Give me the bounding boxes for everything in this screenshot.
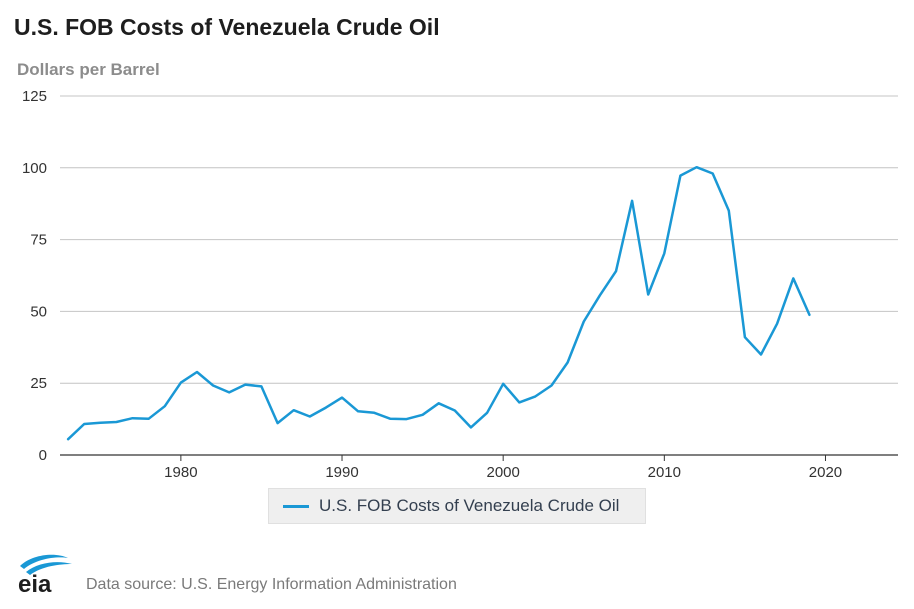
data-point[interactable] (452, 407, 458, 413)
data-point[interactable] (468, 424, 474, 430)
data-point[interactable] (242, 382, 248, 388)
y-tick-label: 75 (30, 232, 47, 249)
y-tick-label: 0 (39, 447, 47, 464)
data-point[interactable] (516, 399, 522, 405)
svg-text:eia: eia (18, 571, 52, 598)
x-tick-label: 1990 (325, 464, 358, 481)
data-point[interactable] (613, 268, 619, 274)
data-point[interactable] (677, 173, 683, 179)
data-point[interactable] (597, 292, 603, 298)
data-point[interactable] (645, 291, 651, 297)
y-axis-ticks: 0 25 50 75 100 125 (22, 88, 47, 464)
eia-logo-icon: eia (18, 554, 72, 598)
y-tick-label: 25 (30, 375, 47, 392)
data-point[interactable] (371, 410, 377, 416)
data-point[interactable] (113, 419, 119, 425)
data-point[interactable] (710, 171, 716, 177)
data-point[interactable] (790, 275, 796, 281)
data-point[interactable] (210, 382, 216, 388)
data-point[interactable] (420, 412, 426, 418)
y-tick-label: 50 (30, 303, 47, 320)
legend-label: U.S. FOB Costs of Venezuela Crude Oil (319, 496, 620, 515)
data-point[interactable] (146, 416, 152, 422)
y-tick-label: 100 (22, 160, 47, 177)
legend-swatch (283, 504, 309, 508)
data-point[interactable] (726, 208, 732, 214)
data-point[interactable] (581, 318, 587, 324)
data-point[interactable] (532, 393, 538, 399)
data-point[interactable] (339, 395, 345, 401)
data-point[interactable] (387, 416, 393, 422)
x-tick-label: 1980 (164, 464, 197, 481)
data-point[interactable] (629, 198, 635, 204)
data-source-note: Data source: U.S. Energy Information Adm… (86, 576, 457, 593)
data-point[interactable] (806, 312, 812, 318)
y-axis-unit-label: Dollars per Barrel (17, 60, 160, 79)
gridlines (60, 95, 898, 384)
data-point[interactable] (565, 360, 571, 366)
data-point[interactable] (130, 415, 136, 421)
chart-title: U.S. FOB Costs of Venezuela Crude Oil (14, 14, 440, 40)
data-point[interactable] (484, 410, 490, 416)
data-point[interactable] (258, 383, 264, 389)
data-point[interactable] (436, 400, 442, 406)
data-point[interactable] (774, 321, 780, 327)
data-point[interactable] (178, 380, 184, 386)
data-point[interactable] (403, 416, 409, 422)
x-tick-label: 2010 (648, 464, 681, 481)
x-axis-ticks: 1980 1990 2000 2010 2020 (164, 455, 842, 481)
series-line[interactable] (66, 165, 811, 441)
data-point[interactable] (500, 381, 506, 387)
legend[interactable]: U.S. FOB Costs of Venezuela Crude Oil (268, 488, 646, 524)
data-point[interactable] (758, 351, 764, 357)
data-point[interactable] (291, 407, 297, 413)
data-point[interactable] (97, 420, 103, 426)
data-point[interactable] (694, 164, 700, 170)
y-tick-label: 125 (22, 88, 47, 105)
data-point[interactable] (549, 382, 555, 388)
data-point[interactable] (323, 405, 329, 411)
data-point[interactable] (65, 436, 71, 442)
data-point[interactable] (355, 408, 361, 414)
data-point[interactable] (226, 389, 232, 395)
data-point[interactable] (194, 369, 200, 375)
data-point[interactable] (162, 403, 168, 409)
series-layer (65, 164, 812, 442)
data-point[interactable] (81, 421, 87, 427)
data-point[interactable] (742, 334, 748, 340)
data-point[interactable] (661, 250, 667, 256)
x-tick-label: 2000 (486, 464, 519, 481)
data-point[interactable] (275, 420, 281, 426)
data-point[interactable] (307, 414, 313, 420)
x-tick-label: 2020 (809, 464, 842, 481)
